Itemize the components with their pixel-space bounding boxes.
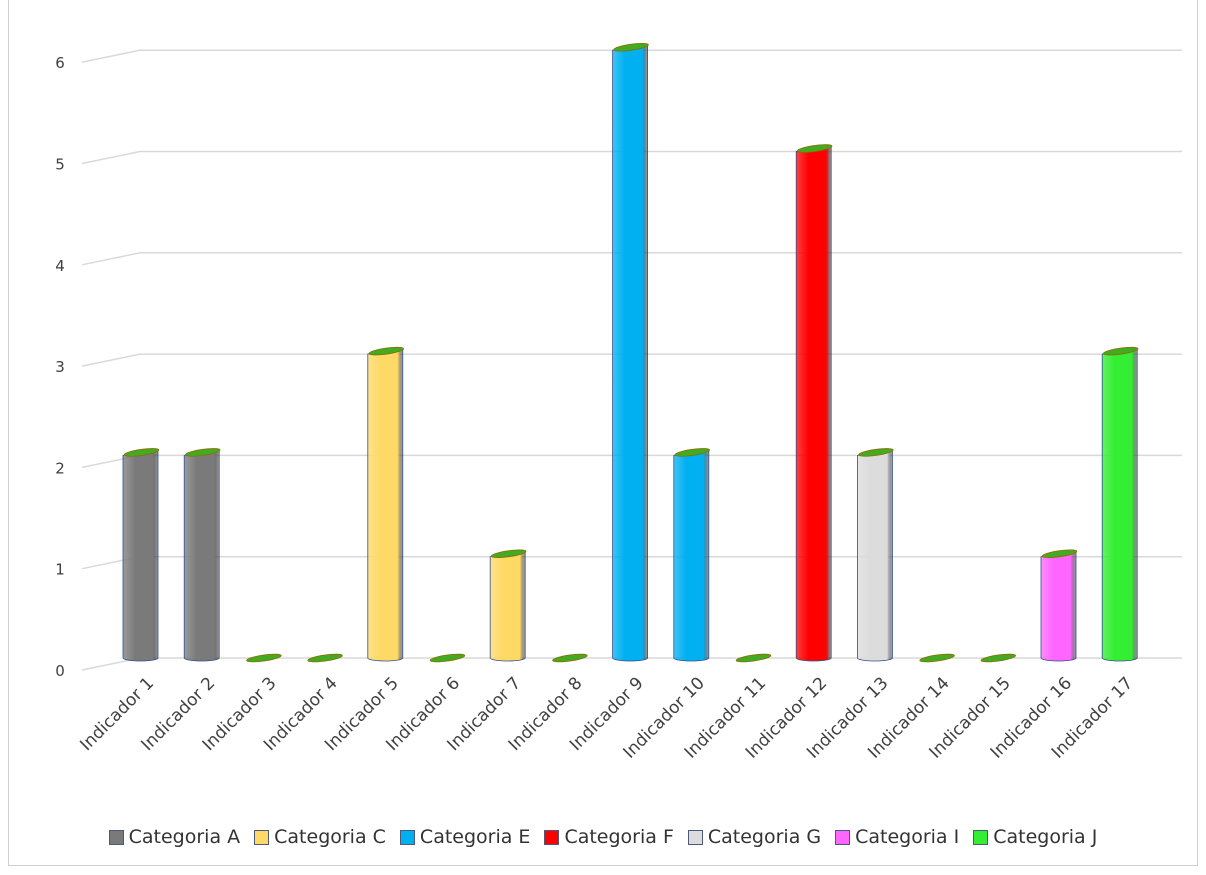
legend-item: Categoria C	[254, 826, 386, 848]
legend-item: Categoria I	[835, 826, 959, 848]
legend-swatch	[973, 829, 989, 845]
legend-swatch	[835, 829, 851, 845]
bar	[552, 653, 588, 663]
bar	[857, 448, 894, 662]
bar-cap	[490, 549, 527, 558]
bar	[122, 448, 160, 662]
legend-swatch	[254, 829, 270, 845]
gridline-side	[81, 49, 141, 63]
bar	[980, 653, 1017, 663]
bar-cap	[429, 653, 466, 663]
bar-cap	[1041, 549, 1078, 558]
bar-cap	[368, 346, 405, 356]
bar-cap	[980, 653, 1017, 663]
legend-swatch	[399, 829, 415, 845]
bar-cap	[184, 448, 221, 457]
bar	[1101, 346, 1139, 662]
bar-cap	[552, 653, 588, 663]
y-tick-label: 3	[55, 358, 65, 376]
bar-cap	[919, 653, 955, 663]
gridline-side	[81, 353, 141, 367]
legend-swatch	[108, 829, 124, 845]
bar	[612, 42, 649, 662]
chart-frame	[8, 0, 1198, 866]
bar	[307, 653, 343, 663]
bars	[122, 42, 1139, 663]
bar-cap	[613, 42, 649, 52]
bar	[367, 346, 405, 662]
legend-label: Categoria I	[855, 826, 960, 848]
bar-cap	[123, 448, 160, 457]
bar	[673, 448, 711, 662]
bar	[1040, 549, 1078, 662]
y-tick-label: 6	[55, 54, 65, 72]
legend-swatch	[544, 829, 560, 845]
bar	[246, 653, 282, 663]
legend-label: Categoria A	[128, 826, 241, 848]
legend: Categoria A Categoria C Categoria E Categor…	[0, 826, 1206, 848]
bar	[919, 653, 955, 663]
bar-cap	[246, 653, 282, 663]
legend-label: Categoria C	[274, 826, 386, 848]
bar-cap	[307, 653, 343, 663]
bar	[429, 653, 466, 663]
bar-cap	[735, 653, 772, 663]
bar-cap	[1102, 346, 1139, 356]
legend-label: Categoria F	[564, 826, 674, 848]
bar	[795, 144, 833, 662]
legend-label: Categoria J	[993, 826, 1098, 848]
bar-cap	[858, 448, 894, 457]
y-tick-label: 1	[55, 561, 65, 579]
legend-item: Categoria G	[687, 826, 822, 848]
legend-label: Categoria G	[707, 826, 822, 848]
legend-swatch	[687, 829, 703, 845]
bar	[489, 549, 527, 662]
bar	[735, 653, 772, 663]
y-tick-label: 5	[55, 156, 65, 174]
gridline-side	[81, 150, 141, 165]
bar	[183, 448, 221, 662]
y-tick-label: 4	[55, 257, 65, 275]
legend-item: Categoria F	[544, 826, 674, 848]
legend-label: Categoria E	[419, 826, 531, 848]
y-tick-label: 2	[55, 459, 65, 477]
y-tick-label: 0	[55, 662, 65, 680]
bar-cap	[674, 448, 711, 457]
legend-item: Categoria J	[973, 826, 1097, 848]
legend-item: Categoria E	[399, 826, 531, 848]
gridline-side	[81, 252, 141, 266]
y-axis-ticks: 0 1 2 3 4 5 6	[55, 54, 65, 680]
bar-cap	[796, 144, 833, 153]
legend-item: Categoria A	[108, 826, 241, 848]
